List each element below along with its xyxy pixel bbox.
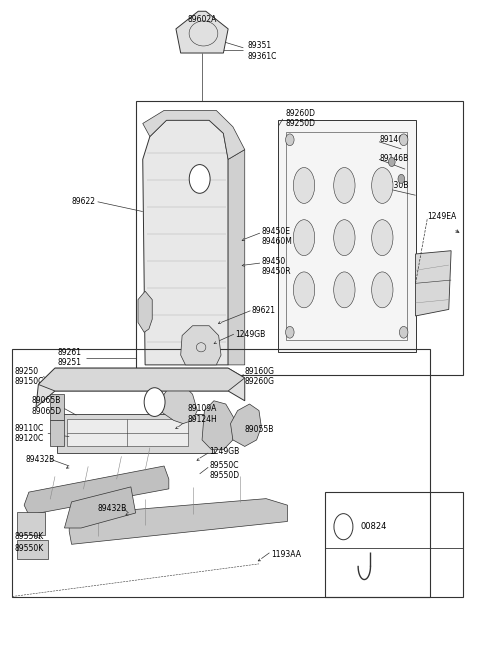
Ellipse shape (372, 220, 393, 255)
Polygon shape (202, 401, 235, 449)
Bar (136, 101, 463, 374)
Bar (12, 349, 430, 597)
Polygon shape (416, 251, 451, 316)
Text: 89432B: 89432B (97, 504, 127, 513)
Polygon shape (24, 466, 169, 515)
Text: 1249GB: 1249GB (209, 447, 240, 455)
Text: 89150C: 89150C (14, 377, 44, 386)
Text: 89602A: 89602A (187, 14, 217, 24)
Ellipse shape (334, 168, 355, 203)
Text: 89730B: 89730B (380, 181, 409, 190)
Text: 89550K: 89550K (14, 544, 44, 553)
Text: 1249EA: 1249EA (427, 213, 456, 221)
Polygon shape (50, 394, 64, 420)
Ellipse shape (372, 168, 393, 203)
Bar (287, 132, 407, 340)
Text: a: a (152, 397, 157, 407)
Text: 89550K: 89550K (14, 532, 44, 541)
Text: 89160G: 89160G (245, 367, 275, 376)
Text: 89450R: 89450R (261, 267, 291, 276)
Polygon shape (230, 404, 261, 446)
Circle shape (334, 514, 353, 540)
Bar (278, 120, 416, 352)
Polygon shape (38, 368, 245, 391)
Text: 89109A: 89109A (188, 404, 217, 413)
Circle shape (388, 157, 395, 166)
Text: 89261: 89261 (57, 348, 81, 357)
Text: 89250: 89250 (14, 367, 39, 376)
Text: 89120C: 89120C (14, 434, 44, 443)
Text: 00824: 00824 (361, 522, 387, 531)
FancyBboxPatch shape (17, 540, 48, 559)
Circle shape (144, 388, 165, 417)
Text: a: a (341, 522, 346, 531)
Text: 89260D: 89260D (285, 109, 315, 118)
Bar (67, 419, 188, 446)
Polygon shape (138, 291, 152, 332)
Text: 89110C: 89110C (14, 424, 44, 433)
Circle shape (399, 134, 408, 145)
Polygon shape (159, 381, 197, 424)
Circle shape (286, 134, 294, 145)
Text: 89260G: 89260G (245, 377, 275, 386)
Ellipse shape (372, 272, 393, 308)
Circle shape (398, 174, 405, 184)
Text: 89351: 89351 (247, 41, 271, 50)
Text: 89450: 89450 (261, 257, 286, 266)
Text: 89065B: 89065B (31, 396, 60, 405)
Polygon shape (36, 368, 245, 407)
Polygon shape (143, 120, 228, 365)
Circle shape (286, 326, 294, 338)
Text: 89621: 89621 (252, 306, 276, 315)
Text: 89460M: 89460M (261, 237, 292, 246)
FancyBboxPatch shape (17, 512, 46, 534)
Text: a: a (197, 174, 202, 184)
Polygon shape (180, 326, 221, 365)
Text: 89450E: 89450E (261, 226, 290, 236)
Polygon shape (50, 420, 64, 446)
Polygon shape (176, 11, 228, 53)
Circle shape (399, 326, 408, 338)
Circle shape (189, 164, 210, 193)
Text: 89250D: 89250D (285, 119, 315, 128)
Text: 89146B: 89146B (380, 153, 409, 163)
Text: 89622: 89622 (72, 197, 96, 206)
Ellipse shape (293, 168, 315, 203)
Ellipse shape (334, 272, 355, 308)
Text: 89124H: 89124H (188, 415, 217, 424)
Text: 1193AA: 1193AA (271, 549, 301, 559)
Text: 89065D: 89065D (31, 407, 61, 416)
Text: 89550C: 89550C (209, 461, 239, 470)
Text: 1249GB: 1249GB (235, 330, 265, 339)
Ellipse shape (293, 272, 315, 308)
Polygon shape (64, 487, 136, 528)
Ellipse shape (293, 220, 315, 255)
Bar (325, 492, 463, 597)
Polygon shape (57, 414, 214, 453)
Polygon shape (69, 499, 288, 544)
Polygon shape (143, 111, 245, 159)
Text: 89146B: 89146B (380, 136, 409, 144)
Text: 89432B: 89432B (25, 455, 55, 464)
Text: 89550D: 89550D (209, 471, 240, 480)
Text: 89055B: 89055B (245, 425, 274, 434)
Text: 89361C: 89361C (247, 52, 276, 61)
Polygon shape (228, 149, 245, 365)
Text: 89251: 89251 (57, 358, 81, 367)
Ellipse shape (334, 220, 355, 255)
